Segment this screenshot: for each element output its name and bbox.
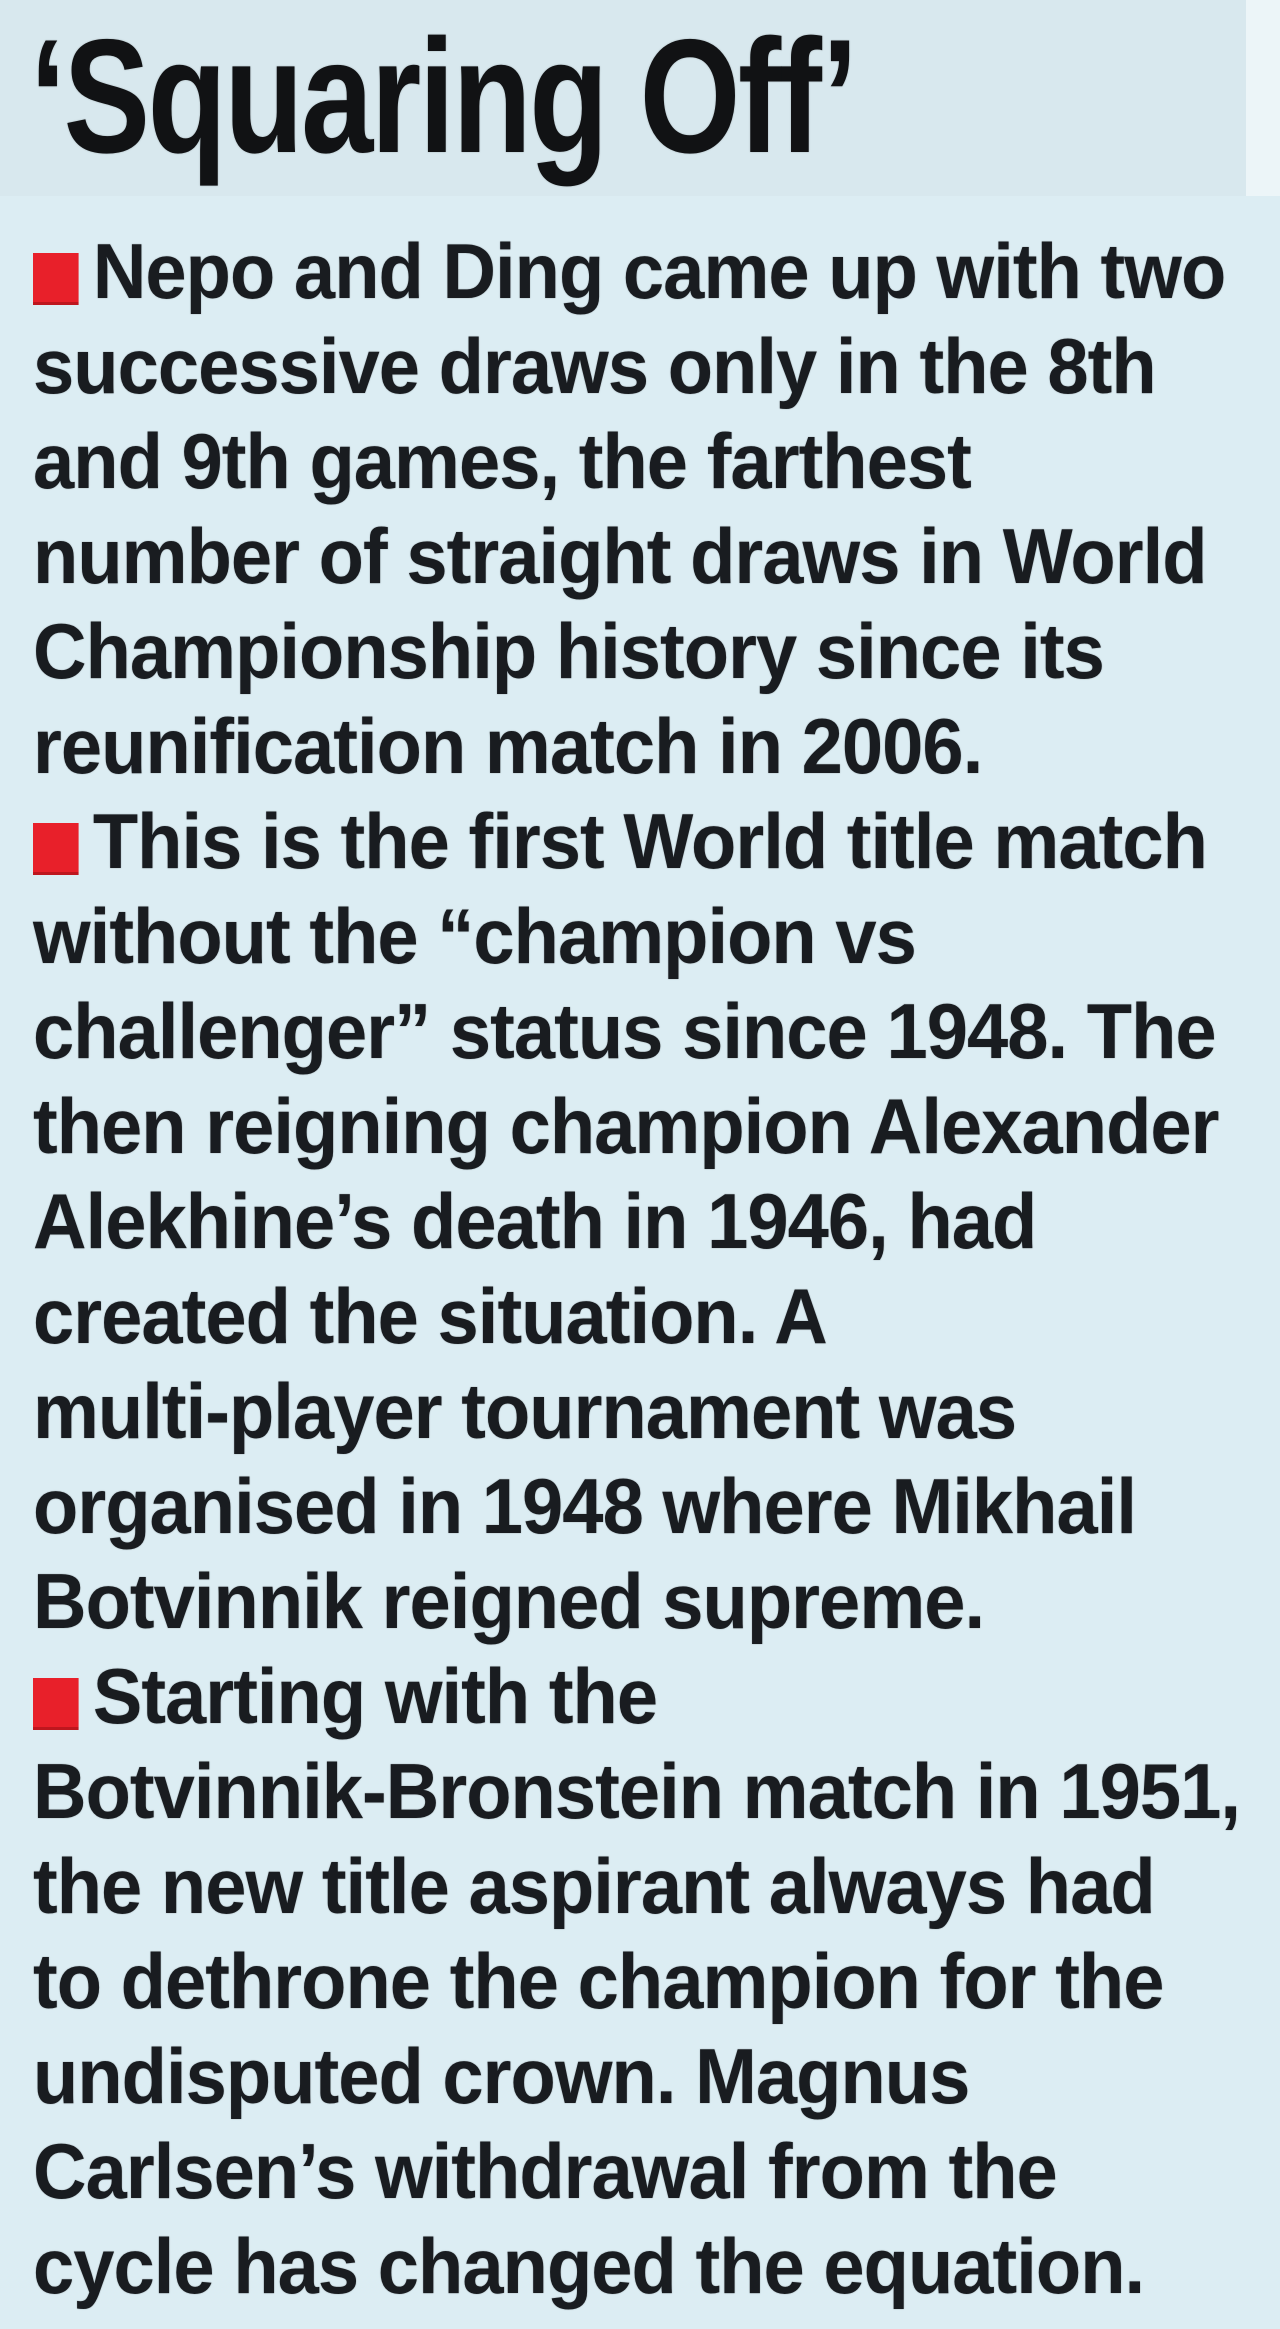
text-line-content: reunification match in 2006. [33, 702, 983, 790]
text-line: Botvinnik-Bronstein match in 1951, [33, 1744, 1241, 1839]
bullet-item: Nepo and Ding came up with two successive… [33, 224, 1226, 794]
text-line-content: successive draws only in the 8th [33, 322, 1157, 410]
text-line: the new title aspirant always had [33, 1839, 1218, 1934]
text-line-content: to dethrone the champion for the [33, 1937, 1164, 2025]
text-line-content: Starting with the [92, 1652, 658, 1740]
text-line-content: created the situation. A [33, 1272, 828, 1360]
text-line-content: then reigning champion Alexander [33, 1082, 1220, 1170]
text-line-content: This is the first World title match [92, 797, 1208, 885]
text-line: successive draws only in the 8th [33, 319, 1218, 414]
text-line-content: cycle has changed the equation. [33, 2222, 1145, 2310]
text-line: reunification match in 2006. [33, 699, 1218, 794]
text-line: cycle has changed the equation. [33, 2219, 1218, 2314]
text-line: then reigning champion Alexander [33, 1079, 1220, 1174]
text-line-content: number of straight draws in World [33, 512, 1207, 600]
text-line-content: Championship history since its [33, 607, 1105, 695]
text-line-content: undisputed crown. Magnus [33, 2032, 970, 2120]
text-line-content: and 9th games, the farthest [33, 417, 972, 505]
text-line: organised in 1948 where Mikhail [33, 1459, 1218, 1554]
text-line: challenger” status since 1948. The [33, 984, 1218, 1079]
text-line: created the situation. A [33, 1269, 1218, 1364]
bullet-list: Nepo and Ding came up with two successive… [33, 224, 1241, 2314]
text-line: and 9th games, the farthest [33, 414, 1218, 509]
red-square-bullet-icon [33, 823, 79, 875]
text-line: undisputed crown. Magnus [33, 2029, 1218, 2124]
headline: ‘Squaring Off’ [30, 6, 858, 187]
text-line-content: multi-player tournament was [33, 1367, 1017, 1455]
text-line: Starting with the [33, 1649, 1218, 1744]
text-line: Nepo and Ding came up with two [33, 224, 1226, 319]
text-line-content: organised in 1948 where Mikhail [33, 1462, 1137, 1550]
text-line: number of straight draws in World [33, 509, 1218, 604]
text-line: This is the first World title match [33, 794, 1218, 889]
text-line-content: without the “champion vs [33, 892, 917, 980]
text-line-content: challenger” status since 1948. The [33, 987, 1217, 1075]
bullet-item: Starting with the Botvinnik-Bronstein mat… [33, 1649, 1241, 2314]
text-line: Alekhine’s death in 1946, had [33, 1174, 1218, 1269]
text-line-content: Botvinnik reigned supreme. [33, 1557, 985, 1645]
text-line-content: the new title aspirant always had [33, 1842, 1156, 1930]
text-line-content: Carlsen’s withdrawal from the [33, 2127, 1058, 2215]
bullet-item: This is the first World title match witho… [33, 794, 1220, 1649]
text-line: to dethrone the champion for the [33, 1934, 1218, 2029]
text-line: multi-player tournament was [33, 1364, 1218, 1459]
red-square-bullet-icon [33, 253, 79, 305]
text-line: Botvinnik reigned supreme. [33, 1554, 1218, 1649]
text-line-content: Alekhine’s death in 1946, had [33, 1177, 1037, 1265]
text-line: Championship history since its [33, 604, 1218, 699]
red-square-bullet-icon [33, 1678, 79, 1730]
text-line-content: Nepo and Ding came up with two [92, 227, 1226, 315]
text-line-content: Botvinnik-Bronstein match in 1951, [33, 1747, 1241, 1835]
text-line: Carlsen’s withdrawal from the [33, 2124, 1218, 2219]
title-band [0, 0, 1280, 196]
page-edge-highlight [1246, 0, 1280, 196]
text-line: without the “champion vs [33, 889, 1218, 984]
